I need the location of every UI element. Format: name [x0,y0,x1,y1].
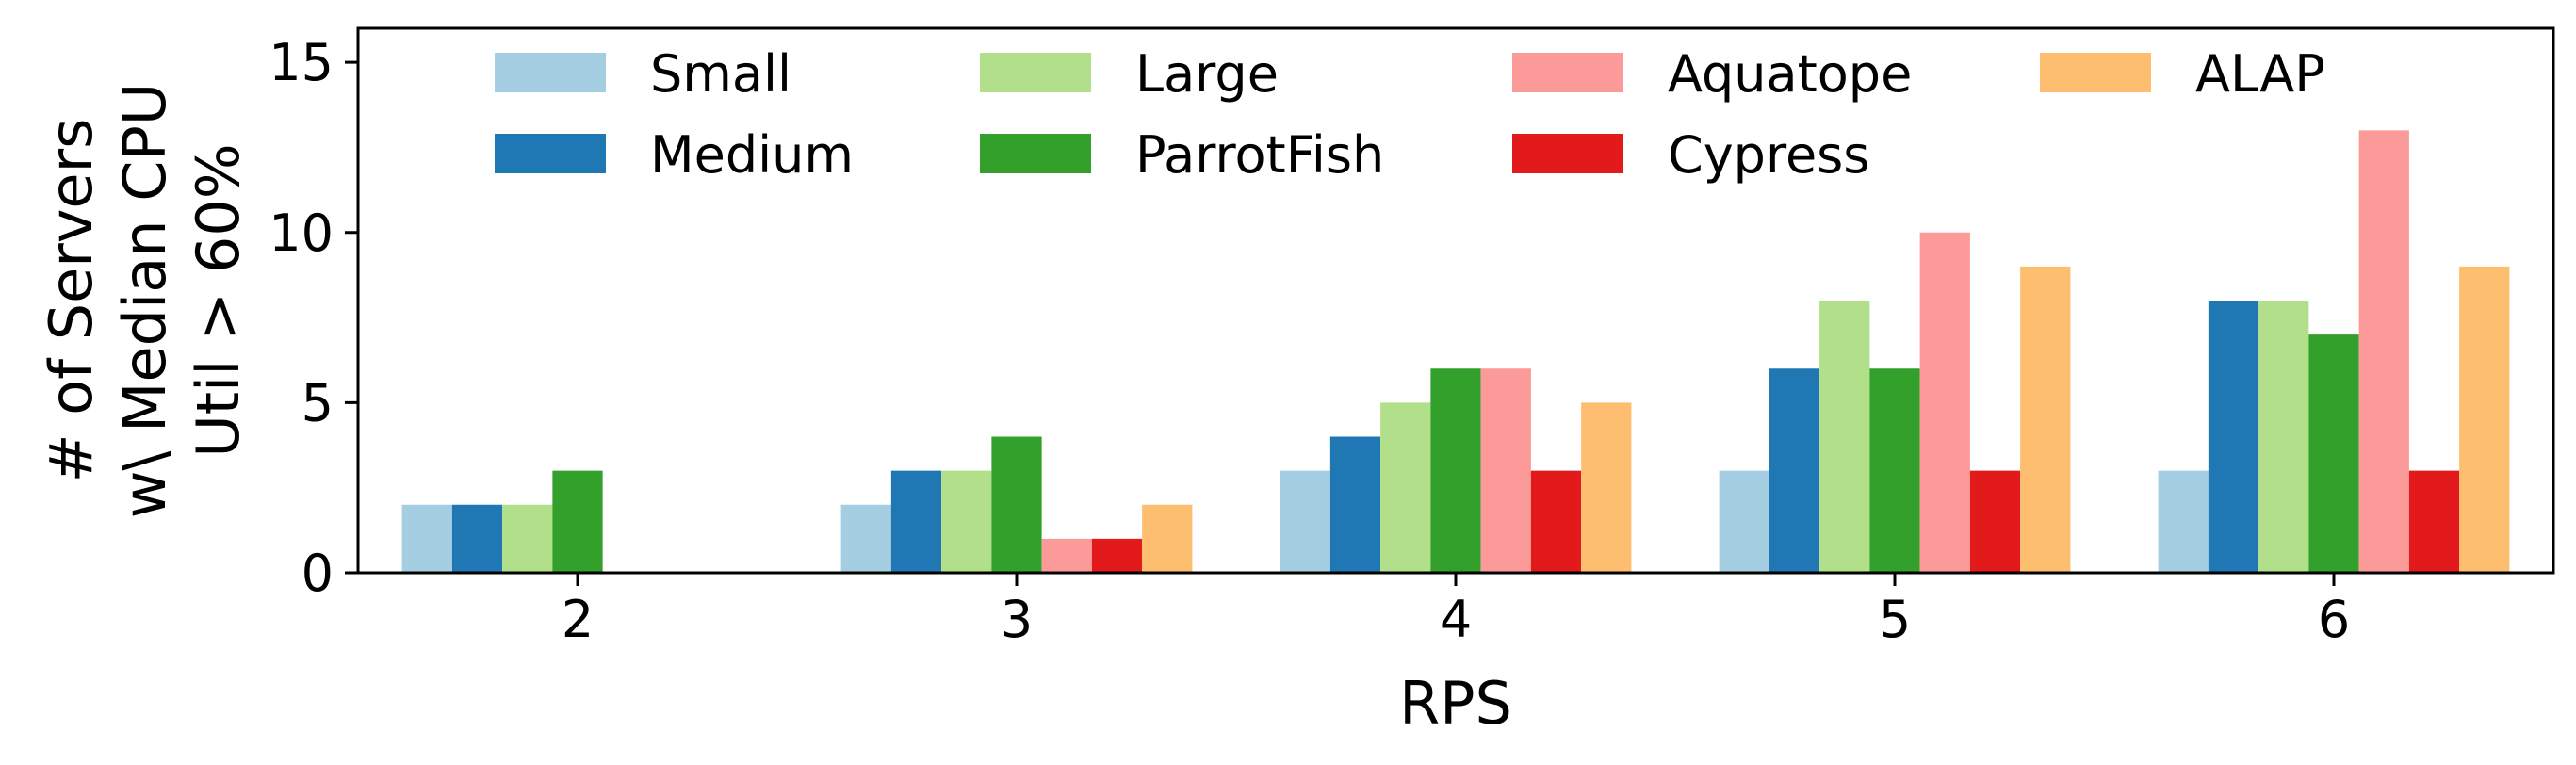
legend-swatch-aquatope [1512,53,1623,92]
bar-parrotfish-rps-5 [1869,368,1920,573]
y-axis-label-line: Util > 60% [184,143,253,457]
bar-large-rps-3 [941,470,992,574]
bar-cypress-rps-5 [1969,470,2021,574]
legend-label-small: Small [650,44,791,104]
bar-aquatope-rps-5 [1919,232,1970,573]
bar-large-rps-5 [1819,301,1870,573]
x-tick-label: 4 [1440,590,1472,649]
legend-swatch-parrotfish [980,134,1091,173]
bar-large-rps-4 [1380,402,1431,574]
y-tick-label: 15 [269,33,334,92]
y-tick-label: 10 [269,203,334,263]
bar-parrotfish-rps-4 [1430,368,1481,573]
bar-small-rps-5 [1719,470,1769,574]
legend-swatch-cypress [1512,134,1623,173]
bar-medium-rps-4 [1329,436,1381,573]
bar-parrotfish-rps-3 [991,436,1042,573]
bar-small-rps-6 [2158,470,2209,574]
y-tick-label: 0 [302,544,334,603]
bar-medium-rps-5 [1769,368,1820,573]
legend-swatch-large [980,53,1091,92]
bar-alap-rps-3 [1142,504,1193,573]
y-axis-label-line: # of Servers [37,119,106,483]
bar-alap-rps-4 [1581,402,1632,574]
x-tick-label: 2 [562,590,594,649]
bar-medium-rps-6 [2208,301,2259,573]
x-tick-label: 6 [2318,590,2350,649]
bar-aquatope-rps-4 [1480,368,1531,573]
legend-label-alap: ALAP [2195,44,2325,104]
legend-label-medium: Medium [650,125,854,185]
legend-swatch-alap [2040,53,2151,92]
legend-swatch-small [495,53,606,92]
bar-small-rps-2 [401,504,452,573]
y-axis-label-line: w\ Median CPU [110,83,179,519]
bars-layer [401,130,2510,574]
legend: Small Medium Large ParrotFish Aquatope Cypres… [495,44,2325,185]
bar-cypress-rps-4 [1530,470,1582,574]
bar-cypress-rps-6 [2408,470,2460,574]
y-axis: 0 5 10 15 [269,33,358,603]
bar-large-rps-2 [502,504,553,573]
bar-small-rps-3 [840,504,891,573]
bar-aquatope-rps-3 [1041,538,1092,574]
bar-large-rps-6 [2258,301,2309,573]
bar-alap-rps-6 [2459,266,2510,574]
legend-label-large: Large [1135,44,1279,104]
x-tick-label: 5 [1879,590,1911,649]
legend-swatch-medium [495,134,606,173]
x-axis: 2 3 4 5 6 [562,573,2350,649]
x-tick-label: 3 [1001,590,1033,649]
bar-parrotfish-rps-2 [552,470,603,574]
bar-aquatope-rps-6 [2358,130,2409,574]
bar-parrotfish-rps-6 [2308,334,2359,574]
legend-label-cypress: Cypress [1668,125,1869,185]
y-tick-label: 5 [302,373,334,432]
bar-medium-rps-3 [890,470,942,574]
y-axis-label: # of Servers w\ Median CPU Util > 60% [37,83,253,519]
bar-alap-rps-5 [2020,266,2071,574]
bar-cypress-rps-3 [1091,538,1143,574]
bar-small-rps-4 [1280,470,1330,574]
legend-label-aquatope: Aquatope [1668,44,1912,104]
bar-medium-rps-2 [451,504,503,573]
x-axis-label: RPS [1399,669,1512,738]
legend-label-parrotfish: ParrotFish [1135,125,1384,185]
